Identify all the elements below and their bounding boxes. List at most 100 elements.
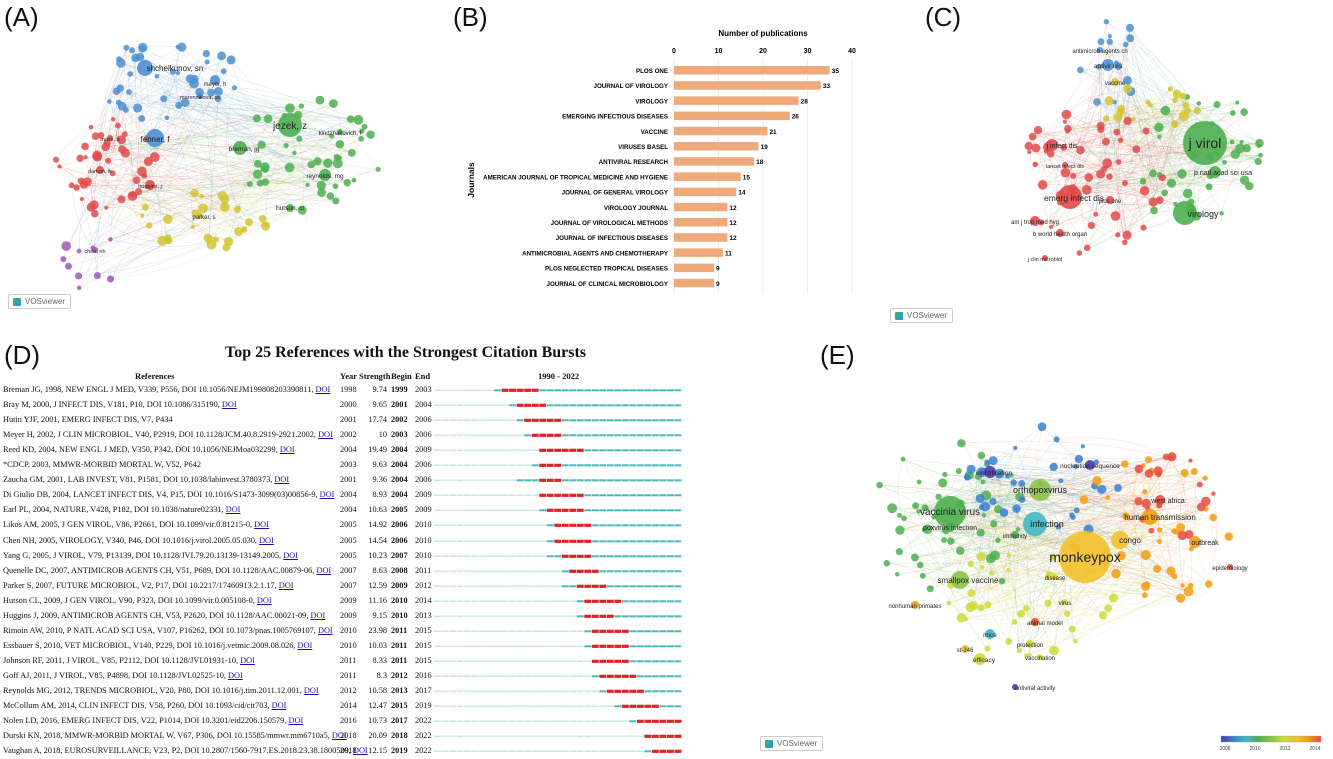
- year-segment: [442, 405, 449, 407]
- strength-cell: 12.47: [357, 701, 387, 710]
- year-segment: [509, 600, 516, 602]
- year-segment: [607, 585, 614, 587]
- doi-link[interactable]: DOI: [272, 701, 287, 710]
- begin-cell: 2004: [391, 490, 408, 499]
- year-segment: [457, 630, 464, 632]
- year-segment: [659, 480, 666, 482]
- col-header-range: 1990 - 2022: [538, 371, 579, 381]
- doi-link[interactable]: DOI: [254, 520, 269, 529]
- year-segment: [547, 419, 554, 422]
- node: [1176, 594, 1185, 603]
- node: [353, 115, 363, 125]
- node: [176, 45, 181, 50]
- doi-link[interactable]: DOI: [280, 445, 295, 454]
- year-segment: [449, 751, 456, 753]
- end-cell: 2015: [415, 626, 432, 635]
- doi-link[interactable]: DOI: [316, 566, 331, 575]
- doi-link[interactable]: DOI: [222, 400, 237, 409]
- year-segment: [524, 721, 531, 723]
- doi-link[interactable]: DOI: [298, 641, 313, 650]
- year-segment: [539, 494, 546, 497]
- node: [1070, 173, 1076, 179]
- year-segment: [584, 389, 591, 391]
- burst-timeline: [434, 473, 684, 488]
- year-segment: [637, 660, 644, 662]
- year-segment: [577, 736, 584, 738]
- node: [217, 51, 226, 60]
- strength-cell: 9.65: [357, 400, 387, 409]
- doi-link[interactable]: DOI: [228, 671, 243, 680]
- node: [1106, 173, 1113, 180]
- doi-link[interactable]: DOI: [283, 551, 298, 560]
- year-segment: [599, 495, 606, 497]
- year-segment: [517, 645, 524, 647]
- year-segment: [644, 389, 651, 391]
- year-segment: [614, 570, 621, 572]
- year-segment: [569, 675, 576, 677]
- year-segment: [517, 691, 524, 693]
- year-segment: [599, 419, 606, 421]
- year-segment: [644, 525, 651, 527]
- node: [1016, 527, 1020, 531]
- year-segment: [442, 480, 449, 482]
- year-segment: [494, 389, 501, 391]
- year-segment: [532, 706, 539, 708]
- doi-link[interactable]: DOI: [226, 505, 241, 514]
- year-segment: [584, 721, 591, 723]
- doi-link[interactable]: DOI: [316, 385, 331, 394]
- node: [80, 197, 84, 201]
- doi-link[interactable]: DOI: [259, 536, 274, 545]
- year-segment: [629, 404, 636, 406]
- year-segment: [637, 600, 644, 602]
- table-row: Nolen LD, 2016, EMERG INFECT DIS, V22, P…: [0, 714, 690, 729]
- year-segment: [637, 389, 644, 391]
- year-segment: [622, 525, 629, 527]
- node: [94, 272, 101, 279]
- year-segment: [554, 585, 561, 587]
- year-segment: [472, 390, 479, 392]
- node: [305, 183, 309, 187]
- doi-link[interactable]: DOI: [310, 611, 325, 620]
- year-segment: [674, 465, 681, 467]
- year-segment: [629, 389, 636, 391]
- year-segment: [607, 389, 614, 391]
- year-segment: [659, 705, 666, 707]
- year-segment: [554, 524, 561, 527]
- year-segment: [509, 540, 516, 542]
- doi-link[interactable]: DOI: [288, 716, 303, 725]
- node: [117, 195, 125, 203]
- doi-link[interactable]: DOI: [304, 686, 319, 695]
- year-segment: [614, 615, 621, 617]
- year-segment: [517, 510, 524, 512]
- year-segment: [667, 585, 674, 587]
- year-segment: [487, 495, 494, 497]
- node: [1029, 133, 1037, 141]
- doi-link[interactable]: DOI: [318, 430, 333, 439]
- year-segment: [539, 751, 546, 753]
- table-row: Yang G, 2005, J VIROL, V79, P13139, DOI …: [0, 549, 690, 564]
- year-segment: [659, 540, 666, 542]
- node-label: antivir res: [1094, 63, 1123, 70]
- colorbar-tick: 2014: [1309, 746, 1320, 752]
- year-segment: [472, 480, 479, 482]
- node: [77, 249, 82, 254]
- node: [1155, 471, 1162, 478]
- year-segment: [464, 585, 471, 587]
- year-segment: [622, 495, 629, 497]
- year-segment: [592, 691, 599, 693]
- year-segment: [464, 751, 471, 753]
- doi-link[interactable]: DOI: [279, 581, 294, 590]
- doi-link[interactable]: DOI: [240, 656, 255, 665]
- doi-link[interactable]: DOI: [274, 475, 289, 484]
- year-cell: 2001: [340, 415, 357, 424]
- doi-link[interactable]: DOI: [320, 490, 335, 499]
- year-segment: [494, 480, 501, 482]
- node-label: jezek, z: [272, 121, 307, 132]
- node: [1255, 139, 1264, 148]
- year-segment: [442, 465, 449, 467]
- doi-link[interactable]: DOI: [318, 626, 333, 635]
- year-segment: [637, 751, 644, 753]
- year-segment: [584, 524, 591, 527]
- year-segment: [502, 405, 509, 407]
- doi-link[interactable]: DOI: [257, 596, 272, 605]
